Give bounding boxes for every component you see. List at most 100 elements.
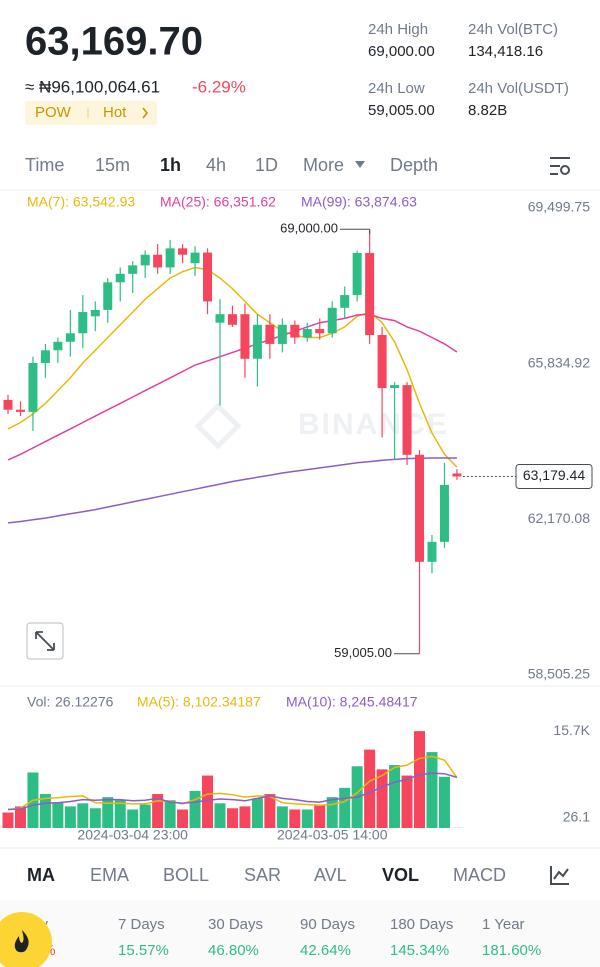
volume-bar [414, 731, 426, 828]
indicator-tab[interactable]: MA [27, 865, 55, 885]
candle-body [402, 385, 412, 455]
volume-bar [64, 806, 76, 828]
ma-legend: MA(99): 63,874.63 [301, 194, 417, 210]
candle-body [165, 248, 175, 268]
y-tick-label: 69,499.75 [528, 199, 590, 215]
volume-bar [339, 787, 351, 828]
ma-line [7, 313, 458, 461]
period-label: 180 Days [390, 916, 453, 933]
settings-icon[interactable] [550, 157, 570, 175]
ma-line [7, 755, 458, 811]
candle-body [452, 473, 462, 477]
time-tab[interactable]: More [303, 155, 344, 175]
candle-body [377, 334, 387, 389]
indicator-tab[interactable]: BOLL [163, 865, 209, 885]
vol-tick-label: 15.7K [553, 722, 590, 738]
volume-bar [401, 775, 413, 828]
volume-bar [152, 794, 164, 828]
candle-body [390, 385, 400, 389]
candle-body [190, 252, 200, 264]
tag[interactable]: POW [35, 104, 72, 121]
candle-body [178, 248, 188, 255]
candle-body [252, 324, 262, 359]
x-tick-label: 2024-03-05 14:00 [277, 827, 388, 843]
vol-legend: Vol: [27, 694, 50, 710]
stat-label: 24h Low [368, 80, 425, 97]
volume-bar [239, 806, 251, 828]
last-price-label: 63,179.44 [523, 467, 585, 483]
time-tab[interactable]: 15m [95, 155, 130, 175]
volume-bar [438, 776, 450, 828]
candle-body [203, 252, 213, 302]
watermark: BINANCE [298, 408, 449, 441]
flame-icon [14, 930, 29, 953]
indicator-tab[interactable]: EMA [90, 865, 129, 885]
watermark-logo [194, 402, 242, 450]
candle-body [340, 295, 350, 308]
stat-label: 24h Vol(BTC) [468, 21, 558, 38]
candle-body [40, 350, 50, 364]
time-tab[interactable]: 1D [255, 155, 278, 175]
candle-body [302, 329, 312, 338]
tag-box[interactable] [25, 101, 157, 125]
x-tick-label: 2024-03-04 23:00 [77, 827, 188, 843]
time-tab[interactable]: 1h [160, 155, 181, 175]
volume-bar [2, 812, 14, 828]
indicator-tab[interactable]: VOL [382, 865, 419, 885]
stat-label: 24h High [368, 21, 428, 38]
volume-bar [426, 752, 438, 828]
candle-body [153, 254, 163, 268]
candle-body [227, 314, 237, 325]
volume-bar [276, 806, 288, 828]
candle-body [15, 409, 25, 412]
indicator-tab[interactable]: SAR [244, 865, 281, 885]
volume-bar [14, 806, 26, 828]
ma-line [7, 266, 458, 468]
candle-body [215, 314, 225, 323]
time-tab[interactable]: Depth [390, 155, 438, 175]
period-label: 30 Days [208, 916, 263, 933]
candle-body [65, 333, 75, 342]
candle-body [365, 253, 375, 335]
volume-bar [139, 804, 151, 828]
change: -6.29% [192, 77, 246, 96]
period-change: 15.57% [118, 942, 169, 959]
ma-line [7, 457, 457, 524]
candle-body [415, 454, 425, 562]
last-price-box [515, 463, 593, 489]
ma-line [7, 772, 458, 811]
candle-body [140, 254, 150, 266]
ma-legend: MA(25): 66,351.62 [160, 194, 276, 210]
period-label: 7 Days [118, 916, 165, 933]
indicator-tab[interactable]: MACD [453, 865, 506, 885]
vol-legend-value: 26.12276 [55, 694, 114, 710]
period-change: 181.60% [482, 942, 541, 959]
tag[interactable]: Hot [103, 104, 127, 121]
indicator-icon[interactable] [550, 866, 569, 885]
stat-value: 8.82B [468, 102, 507, 119]
candle-body [427, 541, 437, 562]
candle-body [3, 399, 13, 410]
period-label: 1 Year [482, 916, 525, 933]
period-change: 42.64% [300, 942, 351, 959]
time-tab[interactable]: Time [25, 155, 64, 175]
y-tick-label: 58,505.25 [528, 666, 590, 682]
volume-bar [177, 809, 189, 828]
volume-bar [114, 800, 126, 828]
candle-body [277, 324, 287, 344]
ma-legend: MA(7): 63,542.93 [27, 194, 135, 210]
candle-body [439, 484, 449, 542]
volume-bar [77, 803, 89, 828]
candle-body [53, 341, 63, 351]
volume-bar [189, 790, 201, 828]
volume-bar [364, 749, 376, 828]
volume-bar [264, 794, 276, 828]
volume-bar [314, 804, 326, 828]
time-tab[interactable]: 4h [206, 155, 226, 175]
volume-bar [102, 797, 114, 828]
indicator-tab[interactable]: AVL [314, 865, 347, 885]
period-change: 145.34% [390, 942, 449, 959]
candle-body [315, 329, 325, 334]
candle-body [352, 253, 362, 296]
